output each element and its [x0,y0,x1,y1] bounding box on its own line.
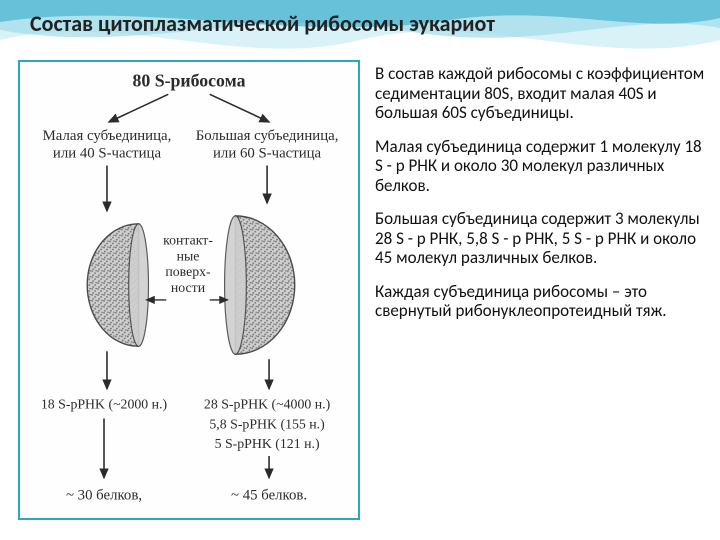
arrow-to-small [109,94,168,122]
small-subunit-paragraph: Малая субъединица содержит 1 молекулу 18… [375,137,705,196]
intro-paragraph: В состав каждой рибосомы с коэффициентом… [375,64,705,123]
small-subunit-l2: или 40 S-частица [53,146,162,162]
contact-l4: ности [171,280,206,295]
ribosome-diagram: 80 S-рибосома Малая субъединица, или 40 … [18,60,360,520]
arrow-to-large [210,94,269,122]
large-subunit-shape [225,216,295,354]
diagram-svg: 80 S-рибосома Малая субъединица, или 40 … [20,62,358,518]
small-subunit-shape [87,224,148,347]
rna-right-3: 5 S-pPHK (121 н.) [215,436,320,452]
small-subunit-l1: Малая субъединица, [43,128,172,144]
contact-l3: поверх- [165,264,211,279]
summary-paragraph: Каждая субъединица рибосомы – это сверну… [375,282,705,321]
label-80s: 80 S-рибосома [133,70,246,90]
contact-l1: контакт- [163,233,213,248]
rna-right-2: 5,8 S-pPHK (155 н.) [209,416,324,432]
proteins-left: ~ 30 белков, [66,488,142,504]
page-title: Состав цитоплазматической рибосомы эукар… [30,10,495,37]
rna-right-1: 28 S-pPHK (~4000 н.) [204,397,330,413]
large-subunit-paragraph: Большая субъединица содержит 3 молекулы … [375,209,705,268]
rna-left: 18 S-pPHK (~2000 н.) [41,397,167,413]
right-text-column: В состав каждой рибосомы с коэффициентом… [375,60,705,335]
large-subunit-l1: Большая субъединица, [196,128,339,144]
large-subunit-l2: или 60 S-частица [213,146,322,162]
proteins-right: ~ 45 белков. [231,488,307,504]
contact-l2: ные [177,248,200,263]
